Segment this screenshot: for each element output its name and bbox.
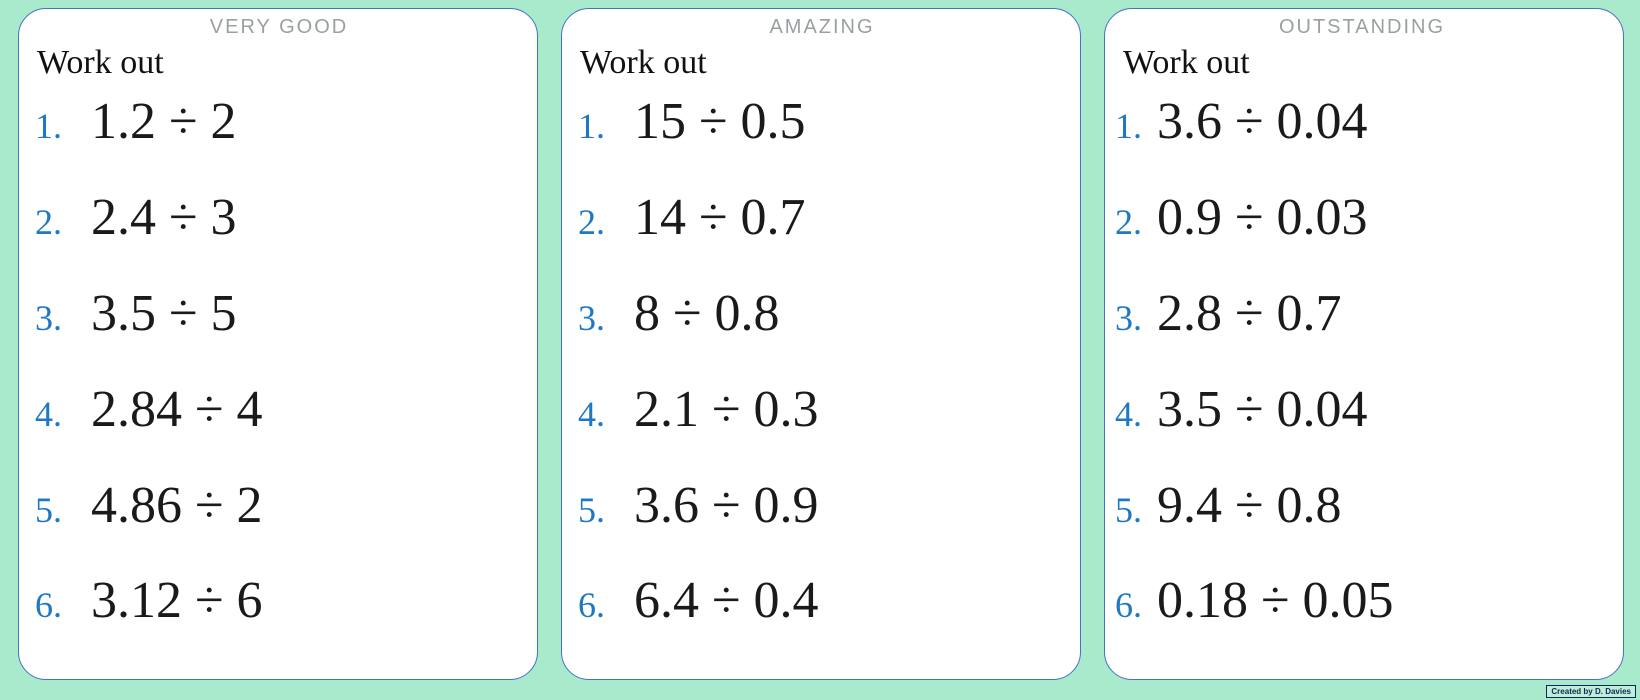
- card-title: AMAZING: [769, 16, 875, 38]
- problem-number: 5.: [578, 489, 605, 530]
- problem-number: 1.: [1115, 106, 1142, 146]
- problem-item: 6. 6.4 ÷ 0.4: [578, 574, 1066, 629]
- problem-item: 3. 2.8 ÷ 0.7: [1115, 284, 1609, 342]
- problem-expression: 2.4 ÷ 3: [91, 188, 237, 246]
- card-amazing: AMAZING Work out 1. 15 ÷ 0.5 2. 14 ÷ 0.7…: [561, 8, 1081, 680]
- problem-expression: 2.1 ÷ 0.3: [634, 380, 819, 438]
- problem-item: 6. 0.18 ÷ 0.05: [1115, 574, 1609, 629]
- problem-item: 2. 14 ÷ 0.7: [578, 188, 1066, 246]
- problem-expression: 3.6 ÷ 0.04: [1157, 93, 1368, 150]
- problem-item: 1. 15 ÷ 0.5: [578, 93, 1066, 150]
- problem-item: 3. 8 ÷ 0.8: [578, 284, 1066, 342]
- card-title: OUTSTANDING: [1278, 16, 1446, 38]
- problem-list: 1. 15 ÷ 0.5 2. 14 ÷ 0.7 3. 8 ÷ 0.8 4. 2.…: [578, 83, 1066, 663]
- problem-number: 4.: [35, 393, 62, 434]
- problem-number: 3.: [35, 297, 62, 338]
- problem-number: 6.: [578, 585, 605, 626]
- problem-list: 1. 3.6 ÷ 0.04 2. 0.9 ÷ 0.03 3. 2.8 ÷ 0.7…: [1115, 83, 1609, 663]
- problem-number: 3.: [1115, 297, 1142, 338]
- problem-expression: 15 ÷ 0.5: [634, 93, 806, 150]
- problem-number: 1.: [578, 106, 605, 146]
- work-out-heading: Work out: [580, 44, 707, 81]
- problem-number: 2.: [578, 201, 605, 242]
- problem-expression: 6.4 ÷ 0.4: [634, 572, 819, 630]
- problem-item: 4. 2.1 ÷ 0.3: [578, 380, 1066, 438]
- problem-number: 1.: [35, 106, 62, 146]
- problem-item: 6. 3.12 ÷ 6: [35, 574, 523, 629]
- problem-expression: 3.5 ÷ 5: [91, 284, 237, 342]
- problem-expression: 8 ÷ 0.8: [634, 284, 780, 342]
- problem-item: 5. 9.4 ÷ 0.8: [1115, 476, 1609, 534]
- card-very-good: VERY GOOD Work out 1. 1.2 ÷ 2 2. 2.4 ÷ 3…: [18, 8, 538, 680]
- problem-item: 2. 2.4 ÷ 3: [35, 188, 523, 246]
- problem-number: 5.: [1115, 489, 1142, 530]
- problem-expression: 3.12 ÷ 6: [91, 572, 263, 630]
- problem-number: 3.: [578, 297, 605, 338]
- problem-number: 2.: [35, 201, 62, 242]
- card-title: VERY GOOD: [209, 16, 349, 38]
- problem-item: 5. 4.86 ÷ 2: [35, 476, 523, 534]
- problem-expression: 1.2 ÷ 2: [91, 93, 237, 150]
- problem-item: 1. 3.6 ÷ 0.04: [1115, 93, 1609, 150]
- problem-item: 5. 3.6 ÷ 0.9: [578, 476, 1066, 534]
- problem-item: 2. 0.9 ÷ 0.03: [1115, 188, 1609, 246]
- problem-expression: 3.5 ÷ 0.04: [1157, 380, 1368, 438]
- problem-number: 6.: [1115, 585, 1142, 626]
- problem-list: 1. 1.2 ÷ 2 2. 2.4 ÷ 3 3. 3.5 ÷ 5 4. 2.84…: [35, 83, 523, 663]
- problem-expression: 0.18 ÷ 0.05: [1157, 572, 1394, 630]
- problem-expression: 9.4 ÷ 0.8: [1157, 476, 1342, 534]
- problem-number: 4.: [578, 393, 605, 434]
- problem-item: 4. 3.5 ÷ 0.04: [1115, 380, 1609, 438]
- card-outstanding: OUTSTANDING Work out 1. 3.6 ÷ 0.04 2. 0.…: [1104, 8, 1624, 680]
- problem-item: 1. 1.2 ÷ 2: [35, 93, 523, 150]
- worksheet-board: VERY GOOD Work out 1. 1.2 ÷ 2 2. 2.4 ÷ 3…: [18, 8, 1624, 680]
- problem-number: 6.: [35, 585, 62, 626]
- work-out-heading: Work out: [1123, 44, 1250, 81]
- problem-expression: 4.86 ÷ 2: [91, 476, 263, 534]
- problem-expression: 0.9 ÷ 0.03: [1157, 188, 1368, 246]
- credit-badge: Created by D. Davies: [1546, 685, 1636, 698]
- problem-expression: 2.8 ÷ 0.7: [1157, 284, 1342, 342]
- problem-expression: 3.6 ÷ 0.9: [634, 476, 819, 534]
- problem-number: 2.: [1115, 201, 1142, 242]
- problem-item: 3. 3.5 ÷ 5: [35, 284, 523, 342]
- problem-item: 4. 2.84 ÷ 4: [35, 380, 523, 438]
- problem-number: 4.: [1115, 393, 1142, 434]
- problem-expression: 2.84 ÷ 4: [91, 380, 263, 438]
- problem-expression: 14 ÷ 0.7: [634, 188, 806, 246]
- problem-number: 5.: [35, 489, 62, 530]
- work-out-heading: Work out: [37, 44, 164, 81]
